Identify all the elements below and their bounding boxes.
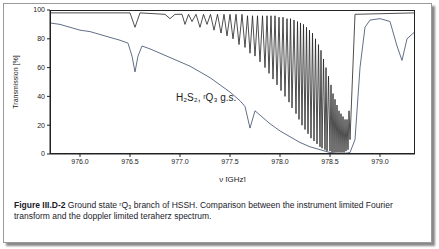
svg-text:977.0: 977.0 xyxy=(171,158,189,165)
svg-text:100: 100 xyxy=(33,6,45,13)
svg-text:80: 80 xyxy=(37,35,45,42)
svg-text:979.0: 979.0 xyxy=(371,158,389,165)
svg-text:976.0: 976.0 xyxy=(71,158,89,165)
svg-text:976.5: 976.5 xyxy=(121,158,139,165)
svg-text:ν [GHz]: ν [GHz] xyxy=(219,175,246,182)
svg-text:978.0: 978.0 xyxy=(271,158,289,165)
svg-text:978.5: 978.5 xyxy=(321,158,339,165)
html-text:Figure III.D-2 Ground state ʳQ: Figure III.D-2 Ground state ʳQ₃ branch o… xyxy=(14,200,393,221)
svg-text:0: 0 xyxy=(41,150,45,157)
svg-text:977.5: 977.5 xyxy=(221,158,239,165)
svg-text:20: 20 xyxy=(37,122,45,129)
svg-text:Transmission [%]: Transmission [%] xyxy=(12,55,20,108)
html-text:H₂S₂, ʳQ₃ g.s.: H₂S₂, ʳQ₃ g.s. xyxy=(176,92,237,103)
svg-text:40: 40 xyxy=(37,93,45,100)
svg-text:60: 60 xyxy=(37,64,45,71)
